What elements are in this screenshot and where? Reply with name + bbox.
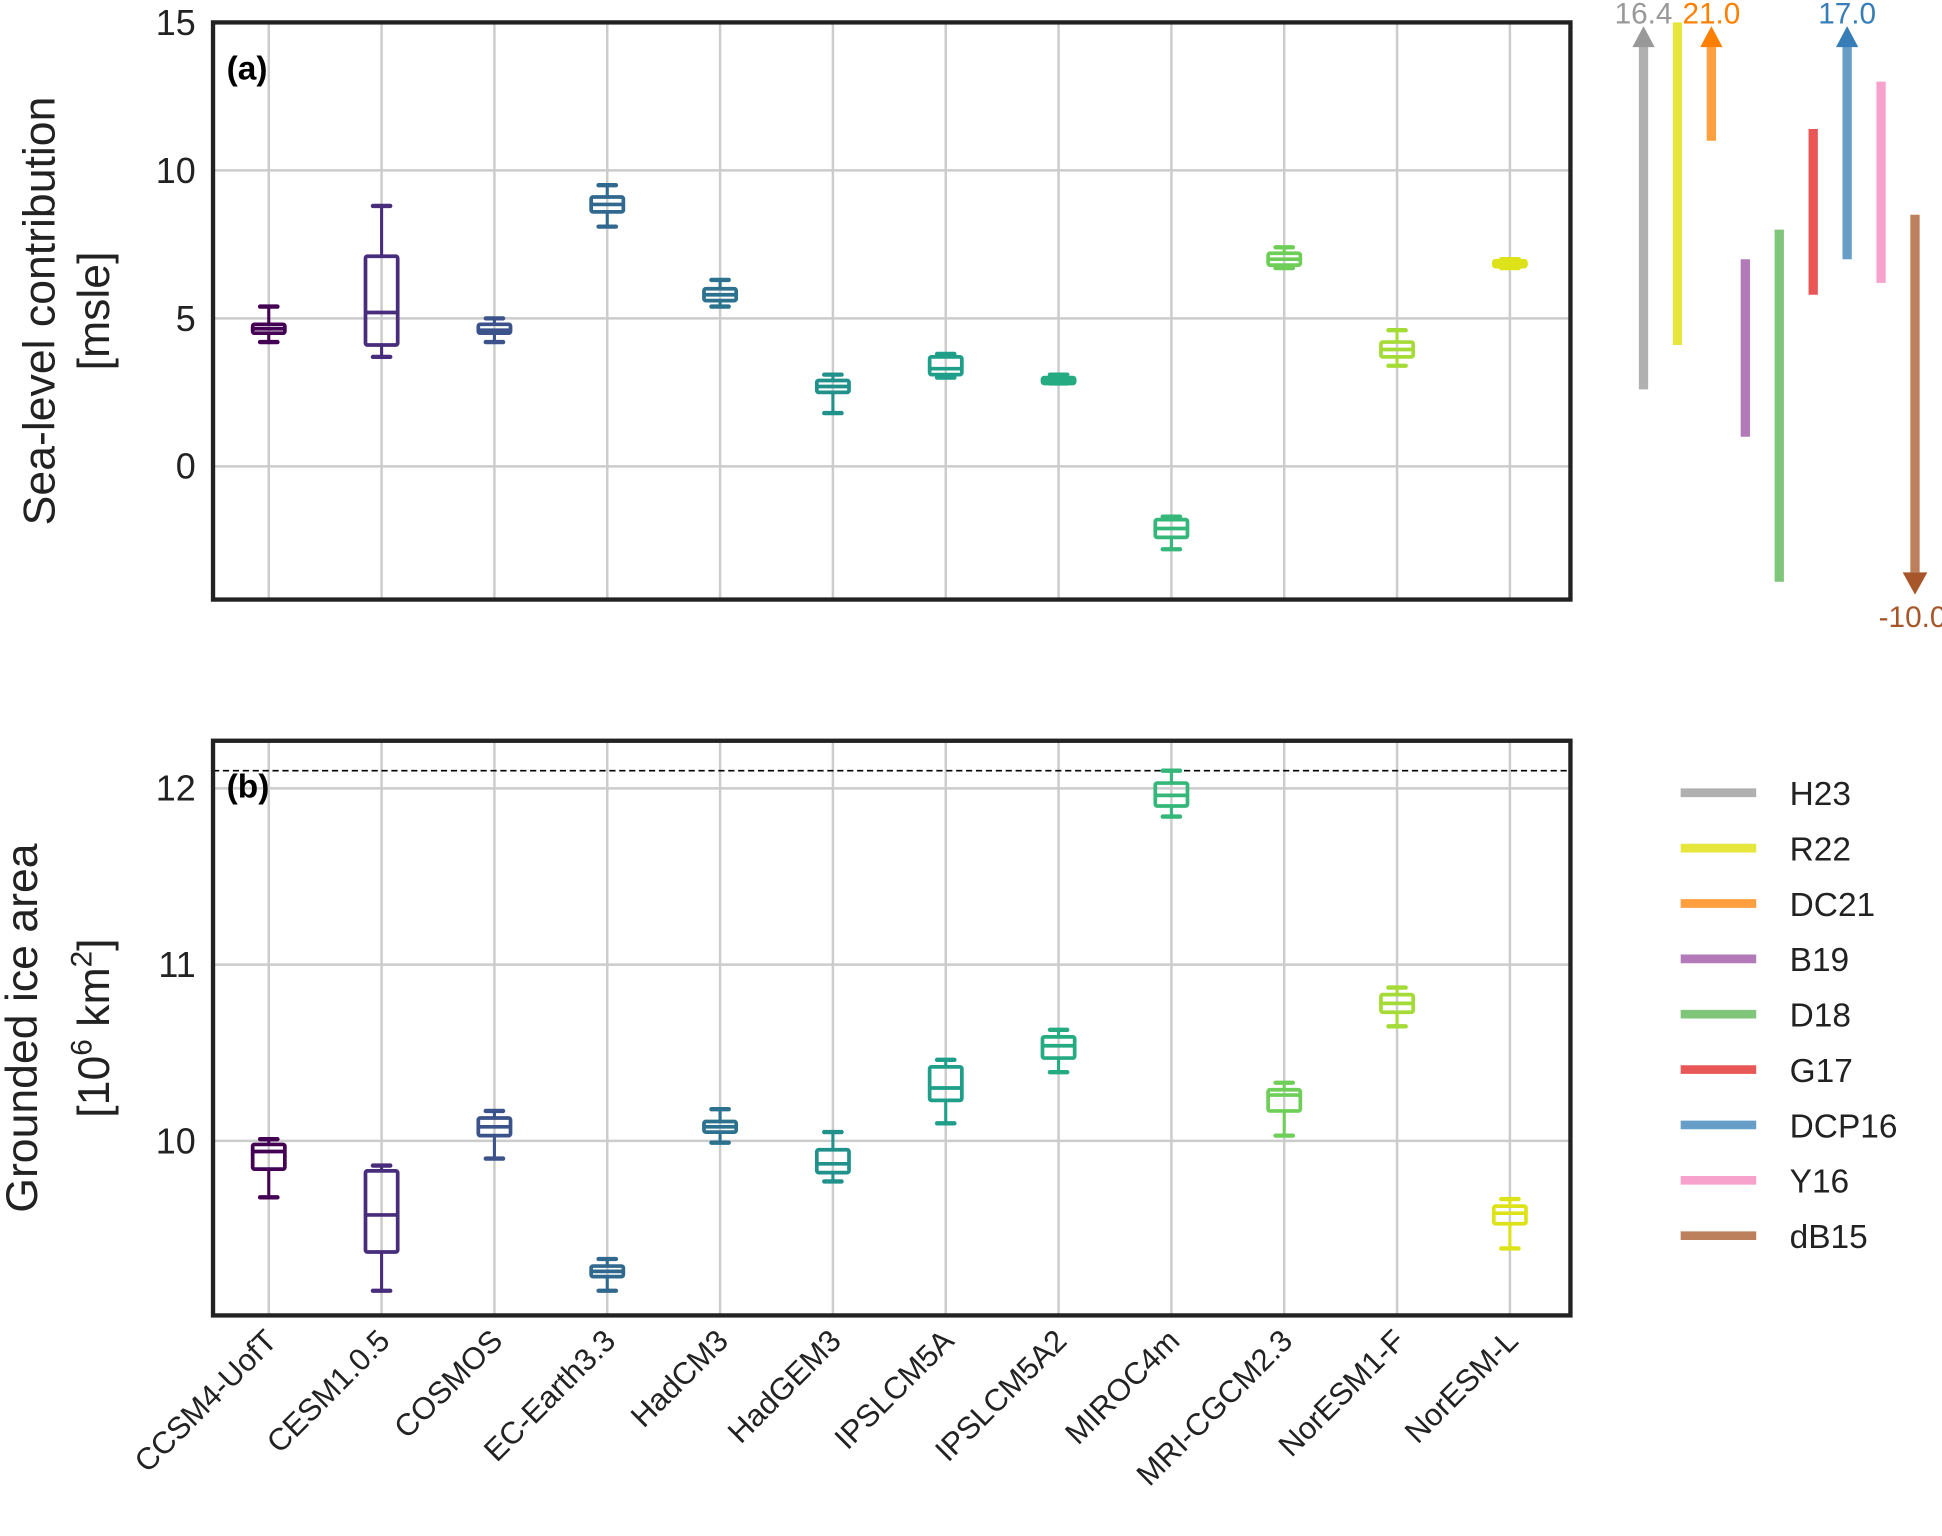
unit-text: [10 [70,1056,119,1118]
legend-entry-dB15: dB15 [1680,1219,1868,1256]
legend-entry-B19: B19 [1680,942,1849,979]
iqr-box [927,355,964,377]
range-H23: 16.4 [1615,0,1673,390]
box-HadGEM3 [814,372,851,416]
y-axis-label-line2: [msle] [70,252,119,371]
range-dB15: -10.0 [1879,214,1942,634]
panel-a: 0 5 10 15 (a) Sea-level contribution [msle] [15,2,1573,602]
superscript: 2 [66,951,99,968]
box-EC-Earth3.3 [589,183,626,229]
box-CCSM4-UofT [250,304,287,345]
y-axis-label-line1: Sea-level contribution [15,97,64,526]
down-arrow-icon [1902,572,1928,595]
superscript: 6 [66,1039,99,1056]
x-tick-label: HadCM3 [624,1323,735,1434]
box-HadGEM3 [814,1129,851,1184]
panel-label: (a) [227,50,268,87]
legend-entry-D18: D18 [1680,998,1851,1035]
legend-label: B19 [1790,942,1849,979]
x-tick-label: CCSM4-UofT [128,1323,284,1479]
box-IPSLCM5A [927,351,964,380]
box-HadCM3 [702,277,739,309]
range-max-label: 16.4 [1615,0,1673,31]
y-axis-label-line2: [106 km2] [66,938,119,1117]
y-tick-label: 5 [176,298,196,339]
iqr-box [250,1142,287,1171]
up-arrow-icon [1700,26,1723,48]
axes-frame [210,20,1573,602]
legend-entry-DC21: DC21 [1680,887,1876,924]
unit-text: ] [70,938,119,950]
legend: H23 R22 DC21 B19 D18 G17 DCP16 Y16 dB15 [1680,776,1898,1256]
box-COSMOS [476,316,513,345]
box-IPSLCM5A2 [1040,372,1077,386]
legend-label: D18 [1790,998,1851,1035]
range-min-label: -10.0 [1879,601,1942,634]
legend-label: dB15 [1790,1219,1868,1256]
box-NorESM1-F [1379,328,1416,368]
up-arrow-icon [1835,26,1859,48]
iqr-box [814,1147,851,1175]
box-NorESM-L [1491,257,1528,271]
iqr-box [927,1065,964,1103]
axes-frame [210,738,1573,1318]
legend-entry-H23: H23 [1680,776,1851,813]
y-tick-label: 10 [156,150,196,191]
box-HadCM3 [702,1107,739,1145]
y-tick-label: 10 [156,1120,196,1161]
x-tick-label: NorESM-L [1398,1323,1525,1450]
box-MIROC4m [1153,514,1190,552]
panel-b: 10 11 12 (b) Grounded ice area [106 km2] CCSM4… [0,738,1573,1492]
range-max-label: 21.0 [1682,0,1740,31]
box-NorESM-L [1491,1196,1528,1251]
x-tick-label: CESM1.0.5 [260,1323,397,1460]
legend-label: Y16 [1790,1164,1849,1201]
box-COSMOS [476,1108,513,1161]
range-DC21: 21.0 [1682,0,1740,141]
box-IPSLCM5A2 [1040,1027,1077,1075]
y-tick-label: 12 [156,768,196,809]
panel-label: (b) [227,769,270,806]
box-MIROC4m [1153,768,1190,819]
legend-entry-G17: G17 [1680,1053,1853,1090]
y-axis-label-line1: Grounded ice area [0,843,47,1212]
up-arrow-icon [1632,26,1655,48]
iqr-box [363,1169,400,1254]
iqr-box [1266,1087,1303,1113]
legend-entry-R22: R22 [1680,832,1851,869]
x-tick-label: COSMOS [387,1323,509,1445]
range-DCP16: 17.0 [1818,0,1876,260]
box-IPSLCM5A [927,1057,964,1126]
legend-label: DC21 [1790,887,1876,924]
reconstruction-ranges: 16.4 21.0 17.0 -10.0 [1615,0,1942,634]
box-NorESM1-F [1379,985,1416,1029]
y-tick-label: 15 [156,2,196,43]
box-CESM1.0.5 [363,203,400,360]
unit-text: km [70,967,119,1039]
box-CESM1.0.5 [363,1163,400,1293]
legend-label: G17 [1790,1053,1853,1090]
range-max-label: 17.0 [1818,0,1876,31]
y-tick-label: 11 [158,944,195,985]
legend-label: DCP16 [1790,1108,1898,1145]
legend-label: R22 [1790,832,1851,869]
box-MRI-CGCM2.3 [1266,245,1303,271]
legend-label: H23 [1790,776,1851,813]
iqr-box [363,254,400,347]
legend-entry-DCP16: DCP16 [1680,1108,1898,1145]
box-CCSM4-UofT [250,1136,287,1200]
legend-entry-Y16: Y16 [1680,1164,1849,1201]
box-EC-Earth3.3 [589,1256,626,1293]
box-MRI-CGCM2.3 [1266,1080,1303,1138]
y-tick-label: 0 [176,446,196,487]
